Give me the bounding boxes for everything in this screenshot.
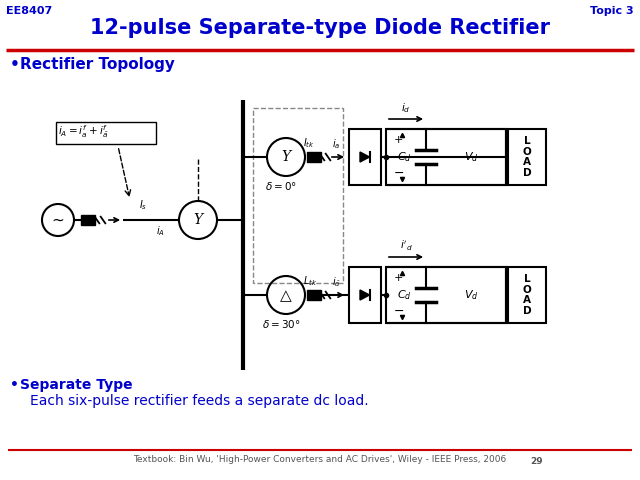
Bar [253, 108, 343, 283]
Polygon shape [360, 152, 369, 162]
Text: +: + [394, 273, 403, 283]
Text: ~: ~ [52, 213, 65, 228]
Bar [349, 129, 381, 185]
Text: Rectifier Topology: Rectifier Topology [20, 57, 175, 72]
Text: Y: Y [193, 213, 203, 227]
Text: $i_A$: $i_A$ [156, 224, 164, 238]
Text: EE8407: EE8407 [6, 6, 52, 16]
Text: −: − [394, 167, 404, 180]
Polygon shape [360, 290, 369, 300]
Bar [349, 267, 381, 323]
Text: $C_d$: $C_d$ [397, 150, 412, 164]
Bar [307, 290, 321, 300]
Text: 12-pulse Separate-type Diode Rectifier: 12-pulse Separate-type Diode Rectifier [90, 18, 550, 38]
Text: $V_d$: $V_d$ [464, 150, 478, 164]
Text: $L_{tk}$: $L_{tk}$ [303, 274, 317, 288]
Bar [508, 267, 546, 323]
Text: Separate Type: Separate Type [20, 378, 132, 392]
Text: $i_{\bar{a}}$: $i_{\bar{a}}$ [332, 275, 340, 289]
Text: $i_a$: $i_a$ [332, 137, 340, 151]
Bar [386, 267, 506, 323]
Text: •: • [10, 378, 19, 392]
Text: $\delta = 0°$: $\delta = 0°$ [265, 180, 297, 192]
Text: $i'_d$: $i'_d$ [399, 239, 412, 253]
Text: $i_d$: $i_d$ [401, 101, 411, 115]
Text: Topic 3: Topic 3 [590, 6, 634, 16]
Text: L
O
A
D: L O A D [523, 136, 531, 178]
Bar [307, 152, 321, 162]
Text: −: − [394, 305, 404, 318]
Text: +: + [394, 135, 403, 145]
Text: Each six-pulse rectifier feeds a separate dc load.: Each six-pulse rectifier feeds a separat… [30, 394, 369, 408]
Text: Y: Y [282, 150, 291, 164]
Text: L
O
A
D: L O A D [523, 274, 531, 316]
Text: $i_A = i_a^f + i_{\bar{a}}^f$: $i_A = i_a^f + i_{\bar{a}}^f$ [58, 124, 108, 140]
Text: •: • [10, 57, 20, 72]
Bar [508, 129, 546, 185]
Text: $I_s$: $I_s$ [139, 198, 147, 212]
Bar [81, 215, 95, 225]
Text: 29: 29 [530, 457, 543, 466]
Text: $C_d$: $C_d$ [397, 288, 412, 302]
Bar [386, 129, 506, 185]
Text: $V_d$: $V_d$ [464, 288, 478, 302]
Text: Textbook: Bin Wu, 'High-Power Converters and AC Drives', Wiley - IEEE Press, 200: Textbook: Bin Wu, 'High-Power Converters… [133, 455, 507, 464]
Text: △: △ [280, 288, 292, 303]
Text: $I_{tk}$: $I_{tk}$ [303, 136, 315, 150]
Text: $\delta = 30°$: $\delta = 30°$ [262, 318, 300, 330]
Bar [56, 122, 156, 144]
